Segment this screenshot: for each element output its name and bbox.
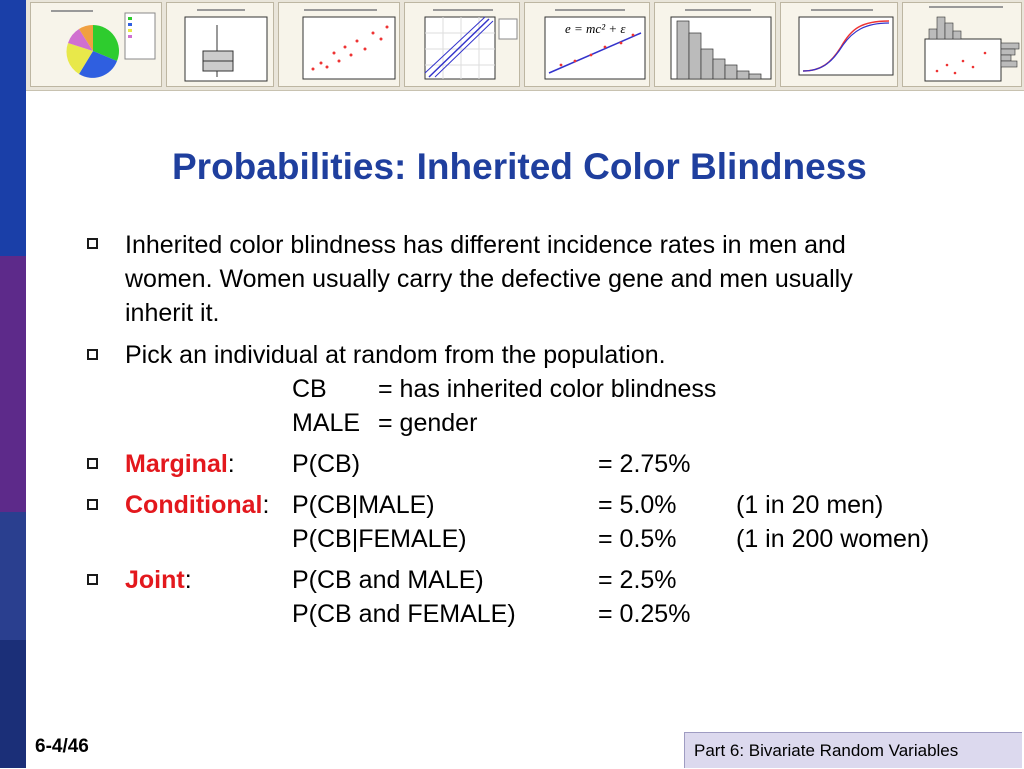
sidebar-segment-middle [0, 256, 26, 512]
thumbnail-box-plot [166, 2, 274, 87]
sidebar-segment-bottom [0, 640, 26, 768]
thumbnail-pie-chart [30, 2, 162, 87]
thumbnail-histogram [654, 2, 776, 87]
left-sidebar [0, 0, 26, 768]
conditional-value-female: = 0.5% [598, 525, 677, 553]
conditional-label: Conditional [125, 491, 263, 519]
cdf-plot-graphic [798, 9, 894, 76]
joint-heading: Joint: [125, 566, 192, 594]
bullet-1-line-1: Inherited color blindness has different … [125, 231, 846, 259]
joint-value-male: = 2.5% [598, 566, 677, 594]
joint-label: Joint [125, 566, 185, 594]
definition-symbol-male: MALE [292, 409, 361, 437]
marginal-heading: Marginal: [125, 450, 235, 478]
thumbnail-scatter-plot [278, 2, 400, 87]
box-plot-graphic [184, 9, 268, 82]
joint-value-female: = 0.25% [598, 600, 691, 628]
marginal-label: Marginal [125, 450, 228, 478]
probability-plot-graphic [424, 9, 518, 80]
chart-thumbnail-banner: e = mc² + ε [26, 0, 1024, 91]
scatter-plot-graphic [302, 9, 396, 80]
conditional-value-male: = 5.0% [598, 491, 677, 519]
pie-chart-graphic [51, 10, 156, 78]
definition-text-male: = gender [378, 409, 478, 437]
bullet-marker-conditional [87, 499, 98, 510]
bullet-marker-marginal [87, 458, 98, 469]
bullet-2-text: Pick an individual at random from the po… [125, 341, 666, 369]
histogram-graphic [670, 9, 772, 80]
sidebar-segment-top [0, 0, 26, 256]
thumbnail-cdf-plot [780, 2, 898, 87]
thumbnail-regression-plot: e = mc² + ε [524, 2, 650, 87]
joint-expr-female: P(CB and FEMALE) [292, 600, 516, 628]
bullet-marker-1 [87, 238, 98, 249]
regression-plot-graphic: e = mc² + ε [544, 9, 646, 80]
slide-title: Probabilities: Inherited Color Blindness [172, 146, 867, 187]
marginal-value-cb: = 2.75% [598, 450, 691, 478]
sidebar-segment-low [0, 512, 26, 640]
marginal-plot-graphic [924, 6, 1020, 82]
conditional-heading: Conditional: [125, 491, 270, 519]
bullet-marker-joint [87, 574, 98, 585]
bullet-marker-2 [87, 349, 98, 360]
conditional-expr-female: P(CB|FEMALE) [292, 525, 467, 553]
definition-text-cb: = has inherited color blindness [378, 375, 717, 403]
conditional-note-female: (1 in 200 women) [736, 525, 930, 553]
bullet-1-line-2: women. Women usually carry the defective… [125, 265, 853, 293]
equation-label: e = mc² + ε [565, 21, 626, 36]
section-label: Part 6: Bivariate Random Variables [684, 732, 1022, 768]
marginal-expr-cb: P(CB) [292, 450, 361, 478]
thumbnail-probability-plot [404, 2, 520, 87]
thumbnail-marginal-plot [902, 2, 1022, 87]
bullet-1-line-3: inherit it. [125, 299, 220, 327]
slide-number: 6-4/46 [35, 736, 89, 757]
definition-symbol-cb: CB [292, 375, 327, 403]
joint-expr-male: P(CB and MALE) [292, 566, 484, 594]
conditional-note-male: (1 in 20 men) [736, 491, 884, 519]
conditional-expr-male: P(CB|MALE) [292, 491, 435, 519]
